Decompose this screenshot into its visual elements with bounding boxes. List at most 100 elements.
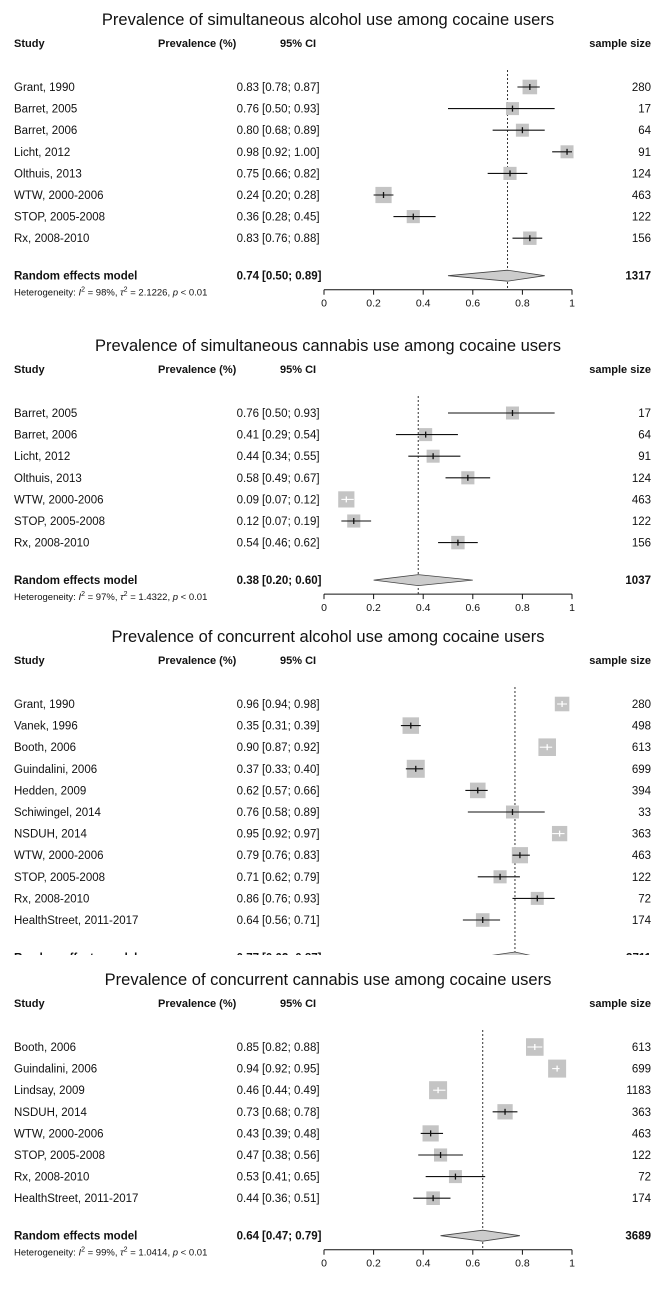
sample-size-value: 156: [632, 538, 651, 550]
x-tick-label: 0.2: [366, 602, 381, 612]
heterogeneity-prefix: Heterogeneity:: [14, 592, 78, 603]
study-label: NSDUH, 2014: [14, 1107, 87, 1119]
heterogeneity-tau-val: = 2.1226,: [128, 288, 173, 299]
prevalence-value: 0.73: [237, 1107, 259, 1119]
ci-value: [0.58; 0.89]: [262, 807, 320, 819]
ci-value: [0.92; 0.95]: [262, 1064, 320, 1076]
ci-value: [0.78; 0.87]: [262, 82, 320, 94]
heterogeneity-p-val: < 0.01: [178, 1248, 207, 1259]
prevalence-value: 0.47: [237, 1150, 259, 1162]
ci-value: [0.39; 0.48]: [262, 1128, 320, 1140]
ci-value: [0.94; 0.98]: [262, 699, 320, 711]
heterogeneity-prefix: Heterogeneity:: [14, 288, 78, 299]
summary-sample-size: 3689: [625, 1231, 651, 1243]
heterogeneity-tau-sym: τ: [120, 592, 125, 603]
study-label: WTW, 2000-2006: [14, 494, 103, 506]
summary-label: Random effects model: [14, 1231, 137, 1243]
sample-size-value: 124: [632, 168, 652, 180]
prevalence-value: 0.98: [237, 147, 259, 159]
ci-value: [0.50; 0.93]: [262, 408, 320, 420]
prevalence-value: 0.09: [237, 494, 259, 506]
ci-value: [0.76; 0.83]: [262, 850, 320, 862]
study-label: STOP, 2005-2008: [14, 1150, 105, 1162]
sample-size-value: 394: [632, 785, 652, 797]
summary-ci: [0.20; 0.60]: [262, 575, 322, 587]
sample-size-value: 122: [632, 1150, 651, 1162]
study-label: STOP, 2005-2008: [14, 516, 105, 528]
heterogeneity-tau-sup: 2: [124, 287, 128, 294]
x-tick-label: 0.4: [416, 298, 431, 310]
heterogeneity-tau-val: = 1.4322,: [128, 592, 173, 603]
summary-label: Random effects model: [14, 271, 137, 283]
study-label: Hedden, 2009: [14, 785, 86, 797]
study-label: Barret, 2006: [14, 125, 77, 137]
heterogeneity-p-sym: p: [172, 288, 178, 299]
prevalence-value: 0.76: [237, 104, 259, 116]
study-label: Olthuis, 2013: [14, 168, 82, 180]
study-label: STOP, 2005-2008: [14, 872, 105, 884]
heterogeneity-tau-sym: τ: [120, 288, 125, 299]
ci-value: [0.49; 0.67]: [262, 473, 320, 485]
heterogeneity-statistics: Heterogeneity: I2 = 99%, τ2 = 1.0414, p …: [14, 1247, 207, 1259]
study-label: Rx, 2008-2010: [14, 538, 89, 550]
header-ci: 95% CI: [280, 655, 316, 667]
ci-value: [0.46; 0.62]: [262, 538, 320, 550]
heterogeneity-i2-val: = 99%,: [85, 1248, 120, 1259]
summary-diamond: [373, 574, 473, 587]
sample-size-value: 699: [632, 1064, 651, 1076]
x-tick-label: 0.8: [515, 1258, 530, 1270]
summary-ci: [0.62; 0.87]: [262, 953, 322, 956]
sample-size-value: 17: [638, 104, 651, 116]
prevalence-value: 0.86: [237, 893, 259, 905]
summary-sample-size: 1317: [625, 271, 651, 283]
sample-size-value: 72: [638, 1172, 651, 1184]
chart-title: Prevalence of simultaneous alcohol use a…: [102, 11, 554, 29]
prevalence-value: 0.71: [237, 872, 259, 884]
sample-size-value: 363: [632, 829, 651, 841]
heterogeneity-statistics: Heterogeneity: I2 = 97%, τ2 = 1.4322, p …: [14, 591, 207, 603]
sample-size-value: 91: [638, 147, 651, 159]
sample-size-value: 1183: [626, 1085, 651, 1097]
header-sample-size: sample size: [589, 998, 651, 1010]
heterogeneity-tau-sym: τ: [120, 1248, 125, 1259]
ci-value: [0.07; 0.12]: [262, 494, 320, 506]
ci-value: [0.57; 0.66]: [262, 785, 320, 797]
heterogeneity-statistics: Heterogeneity: I2 = 98%, τ2 = 2.1226, p …: [14, 287, 207, 299]
prevalence-value: 0.76: [237, 408, 259, 420]
sample-size-value: 363: [632, 1107, 651, 1119]
sample-size-value: 64: [638, 430, 651, 442]
study-label: Booth, 2006: [14, 1042, 76, 1054]
study-label: Lindsay, 2009: [14, 1085, 85, 1097]
heterogeneity-p-sym: p: [172, 1248, 178, 1259]
forest-plot-panel-1: Prevalence of simultaneous alcohol use a…: [14, 11, 652, 310]
summary-ci: [0.50; 0.89]: [262, 271, 322, 283]
summary-sample-size: 1037: [625, 575, 651, 587]
x-tick-label: 0.4: [416, 1258, 431, 1270]
sample-size-value: 17: [638, 408, 651, 420]
ci-value: [0.38; 0.56]: [262, 1150, 320, 1162]
sample-size-value: 33: [638, 807, 651, 819]
forest-plot-panel-2: Prevalence of simultaneous cannabis use …: [14, 337, 652, 612]
sample-size-value: 280: [632, 699, 651, 711]
study-label: Licht, 2012: [14, 147, 70, 159]
ci-value: [0.29; 0.54]: [262, 430, 320, 442]
sample-size-value: 613: [632, 742, 651, 754]
ci-value: [0.36; 0.51]: [262, 1193, 320, 1205]
ci-value: [0.41; 0.65]: [262, 1172, 320, 1184]
prevalence-value: 0.58: [237, 473, 259, 485]
heterogeneity-i2-val: = 97%,: [85, 592, 120, 603]
x-tick-label: 0: [321, 298, 327, 310]
study-label: Vanek, 1996: [14, 721, 78, 733]
study-label: WTW, 2000-2006: [14, 850, 103, 862]
summary-prevalence: 0.77: [237, 953, 259, 956]
prevalence-value: 0.41: [237, 430, 259, 442]
header-prevalence: Prevalence (%): [158, 364, 237, 376]
x-tick-label: 0.6: [465, 602, 480, 612]
chart-title: Prevalence of concurrent alcohol use amo…: [112, 628, 545, 646]
ci-value: [0.62; 0.79]: [262, 872, 320, 884]
x-tick-label: 0.8: [515, 298, 530, 310]
header-ci: 95% CI: [280, 998, 316, 1010]
study-label: Rx, 2008-2010: [14, 233, 89, 245]
summary-diamond: [440, 1229, 520, 1242]
